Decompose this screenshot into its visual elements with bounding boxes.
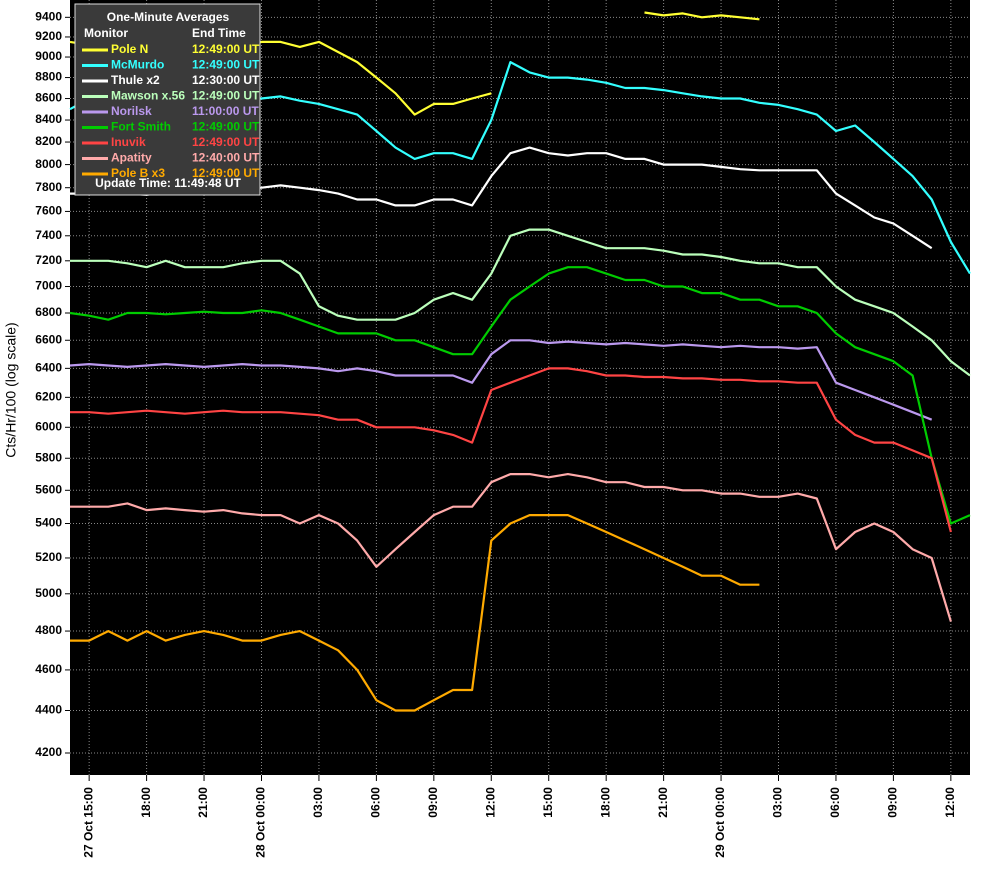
y-tick-label: 5800 [35,450,62,464]
y-tick-label: 5400 [35,516,62,530]
x-tick-label: 06:00 [369,787,383,818]
y-tick-label: 7000 [35,279,62,293]
x-tick-label: 29 Oct 00:00 [713,787,727,858]
legend-label: Pole B x3 [111,166,165,180]
legend-header: Monitor [84,26,128,40]
legend-end-time: 12:40:00 UT [192,151,260,165]
legend-end-time: 12:49:00 UT [192,42,260,56]
legend-end-time: 11:00:00 UT [192,104,259,118]
y-tick-label: 7400 [35,228,62,242]
legend-header: End Time [192,26,246,40]
x-tick-label: 03:00 [311,787,325,818]
legend-end-time: 12:49:00 UT [192,120,260,134]
x-tick-label: 09:00 [426,787,440,818]
legend-label: Inuvik [111,135,146,149]
y-tick-label: 6600 [35,332,62,346]
legend-end-time: 12:49:00 UT [192,58,260,72]
legend-end-time: 12:30:00 UT [192,73,260,87]
y-tick-label: 8800 [35,70,62,84]
x-tick-label: 18:00 [598,787,612,818]
series-line [70,473,952,622]
legend-box [74,3,261,196]
y-tick-label: 5600 [35,482,62,496]
x-tick-label: 18:00 [139,787,153,818]
x-tick-label: 21:00 [656,787,670,818]
legend-label: Norilsk [111,104,152,118]
x-tick-label: 21:00 [196,787,210,818]
legend-label: McMurdo [111,58,164,72]
x-tick-label: 12:00 [483,787,497,818]
legend-title: One-Minute Averages [107,10,230,24]
y-tick-label: 6400 [35,361,62,375]
y-tick-label: 8600 [35,91,62,105]
y-tick-label: 5200 [35,550,62,564]
y-tick-label: 4600 [35,662,62,676]
legend-label: Thule x2 [111,73,160,87]
y-tick-label: 4400 [35,703,62,717]
y-tick-label: 7200 [35,253,62,267]
series-line [70,514,760,712]
series-line [69,266,971,525]
legend-end-time: 12:49:00 UT [192,166,260,180]
x-tick-label: 28 Oct 00:00 [254,787,268,858]
series-line [70,228,971,377]
x-tick-label: 12:00 [943,787,957,818]
x-tick-label: 06:00 [828,787,842,818]
legend-label: Mawson x.56 [111,89,185,103]
legend-label: Apatity [111,151,152,165]
y-tick-label: 9400 [35,9,62,23]
legend-label: Fort Smith [111,120,171,134]
y-tick-label: 6000 [35,419,62,433]
x-tick-label: 09:00 [886,787,900,818]
x-tick-label: 27 Oct 15:00 [81,787,95,858]
legend: One-Minute Averages Monitor End Time Upd… [74,3,261,196]
legend-end-time: 12:49:00 UT [192,89,260,103]
y-tick-label: 9000 [35,49,62,63]
legend-label: Pole N [111,42,148,56]
y-tick-label: 8000 [35,157,62,171]
x-tick-label: 03:00 [771,787,785,818]
y-tick-label: 8400 [35,112,62,126]
series-line [69,339,933,421]
y-tick-label: 4200 [35,745,62,759]
y-tick-label: 7800 [35,180,62,194]
y-axis-label: Cts/Hr/100 (log scale) [3,322,19,457]
y-tick-label: 9200 [35,29,62,43]
y-tick-label: 6800 [35,305,62,319]
legend-end-time: 12:49:00 UT [192,135,260,149]
y-tick-label: 8200 [35,134,62,148]
y-tick-label: 4800 [35,623,62,637]
y-tick-label: 7600 [35,204,62,218]
y-tick-label: 5000 [35,586,62,600]
y-tick-label: 6200 [35,390,62,404]
x-tick-label: 15:00 [541,787,555,818]
update-time: Update Time: 11:49:48 UT [95,176,241,190]
series-line [70,367,952,533]
